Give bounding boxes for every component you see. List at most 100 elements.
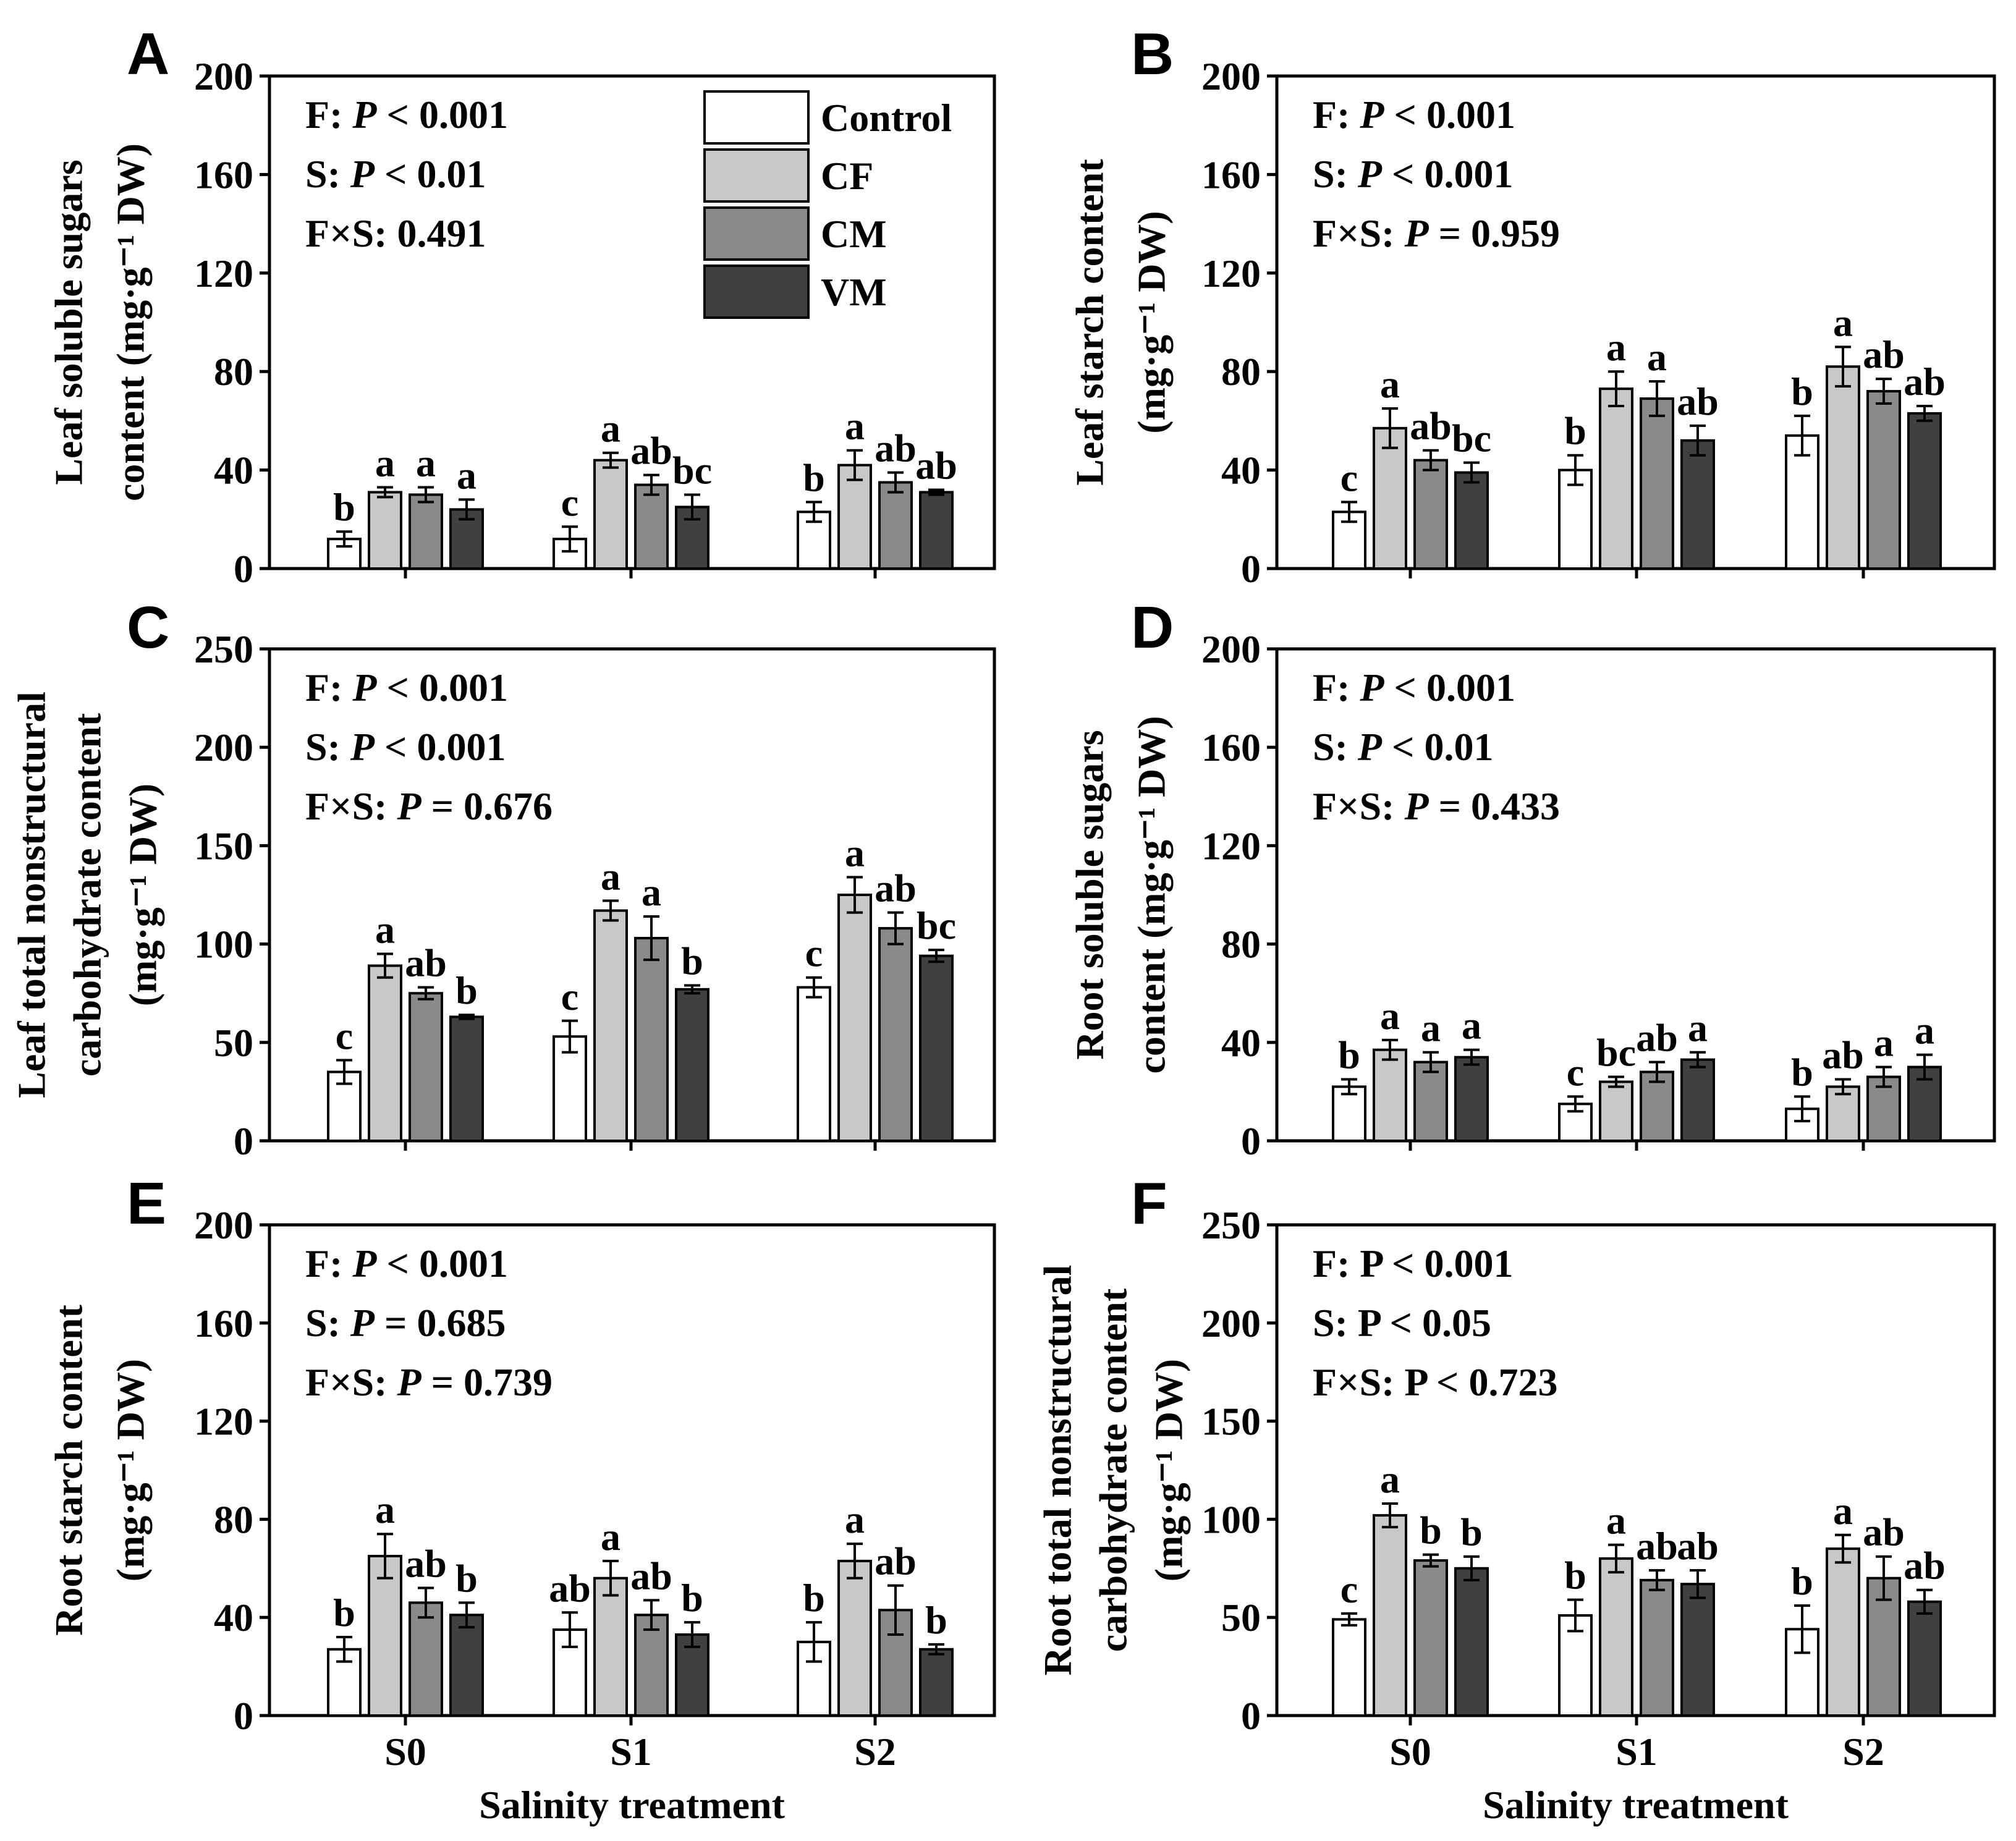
significance-letter: a bbox=[1421, 1006, 1441, 1050]
stat-line: S: P < 0.05 bbox=[1313, 1301, 1491, 1345]
bar bbox=[593, 909, 628, 1143]
y-axis-label: (mg·g⁻¹ DW) bbox=[121, 784, 165, 1006]
y-tick-label: 160 bbox=[1201, 726, 1261, 769]
stat-line: F: P < 0.001 bbox=[305, 93, 508, 137]
significance-letter: a bbox=[1915, 1009, 1934, 1052]
stat-italic: P bbox=[352, 666, 377, 709]
significance-letter: a bbox=[375, 908, 395, 952]
stat-prefix: F: bbox=[1313, 93, 1360, 137]
stat-prefix: S: bbox=[305, 1301, 350, 1345]
significance-letter: a bbox=[1833, 300, 1853, 344]
y-tick-label: 200 bbox=[194, 1203, 253, 1247]
stat-prefix: F×S: bbox=[305, 1360, 397, 1404]
y-tick-label: 50 bbox=[1221, 1596, 1261, 1640]
significance-letter: bc bbox=[917, 904, 956, 947]
y-axis-label: Root total nonstructural bbox=[1036, 1265, 1080, 1676]
y-tick-label: 0 bbox=[234, 547, 253, 591]
legend-swatch bbox=[703, 90, 810, 145]
stat-italic: P bbox=[396, 1360, 421, 1404]
bar bbox=[1332, 1085, 1366, 1142]
bar bbox=[1599, 1080, 1633, 1142]
stat-line: F×S: P = 0.433 bbox=[1313, 784, 1560, 828]
x-axis-label: Salinity treatment bbox=[479, 1783, 785, 1827]
legend-swatch bbox=[703, 148, 810, 203]
y-tick-label: 250 bbox=[194, 627, 253, 671]
y-tick-label: 0 bbox=[1241, 1694, 1261, 1738]
significance-letter: a bbox=[601, 1515, 620, 1559]
stat-line: S: P < 0.01 bbox=[1313, 725, 1493, 769]
significance-letter: a bbox=[845, 404, 865, 448]
legend-label: CF bbox=[821, 154, 873, 198]
significance-letter: a bbox=[1462, 1004, 1481, 1047]
bar bbox=[837, 894, 872, 1142]
significance-letter: ab bbox=[405, 1542, 447, 1586]
y-axis-label: content (mg·g⁻¹ DW) bbox=[109, 143, 153, 501]
bar bbox=[634, 937, 669, 1142]
stat-italic: P bbox=[350, 725, 375, 769]
bar bbox=[1373, 1048, 1407, 1142]
significance-letter: ab bbox=[875, 426, 917, 470]
y-axis-label: carbohydrate content bbox=[1091, 1288, 1135, 1652]
bar bbox=[553, 1628, 587, 1717]
stat-italic: P bbox=[1359, 93, 1384, 137]
y-tick-label: 200 bbox=[194, 726, 253, 769]
y-tick-label: 150 bbox=[194, 824, 253, 868]
significance-letter: ab bbox=[1636, 1016, 1678, 1060]
significance-letter: b bbox=[1564, 1554, 1586, 1598]
legend-swatch bbox=[703, 206, 810, 261]
bar bbox=[878, 481, 913, 570]
stat-line: S: P = 0.685 bbox=[305, 1301, 506, 1345]
stat-italic: P bbox=[1357, 152, 1383, 196]
bar bbox=[1413, 459, 1448, 570]
significance-letter: b bbox=[1791, 1050, 1813, 1094]
stat-line: F×S: P = 0.959 bbox=[1313, 211, 1560, 255]
panel-letter: B bbox=[1131, 21, 1174, 87]
significance-letter: a bbox=[1874, 1021, 1894, 1065]
significance-letter: ab bbox=[875, 866, 917, 910]
panel-e: E 0 40 80 120 160 200 S0 S1 S2 Salinity treatment R… bbox=[47, 1170, 996, 1827]
stat-suffix: < 0.01 bbox=[375, 152, 486, 196]
y-tick-label: 40 bbox=[214, 1596, 253, 1640]
panel-letter: A bbox=[127, 21, 169, 87]
y-tick-label: 0 bbox=[234, 1694, 253, 1738]
bar bbox=[1907, 1600, 1942, 1717]
bar bbox=[593, 1576, 628, 1717]
panel-letter: C bbox=[127, 595, 169, 661]
y-axis-label: carbohydrate content bbox=[66, 713, 109, 1077]
significance-letter: a bbox=[1688, 1006, 1708, 1050]
stat-prefix: S: P < 0.05 bbox=[1313, 1301, 1491, 1345]
panel-f: F 0 50 100 150 200 250 S0 S1 S2 Salinity treatment… bbox=[1036, 1170, 1996, 1827]
bar bbox=[1599, 387, 1633, 570]
y-axis-label: Leaf total nonstructural bbox=[10, 692, 54, 1098]
significance-letter: b bbox=[333, 485, 355, 529]
bar bbox=[1373, 426, 1407, 570]
bar bbox=[1826, 1547, 1860, 1717]
bar bbox=[1454, 1567, 1489, 1717]
legend-label: Control bbox=[821, 96, 952, 140]
bar bbox=[368, 1554, 402, 1717]
significance-letter: ab bbox=[630, 429, 672, 473]
stat-line: F: P < 0.001 bbox=[1313, 666, 1515, 709]
stat-italic: P bbox=[352, 93, 377, 137]
stat-italic: P bbox=[1404, 211, 1429, 255]
stat-prefix: F×S: bbox=[1313, 784, 1404, 828]
stat-suffix: < 0.001 bbox=[377, 93, 508, 137]
stat-suffix: < 0.001 bbox=[377, 666, 508, 709]
stat-italic: P bbox=[1357, 725, 1383, 769]
y-tick-label: 50 bbox=[214, 1021, 253, 1065]
significance-letter: ab bbox=[405, 941, 447, 985]
bar bbox=[1373, 1514, 1407, 1717]
stat-italic: P bbox=[350, 152, 375, 196]
y-axis-label: (mg·g⁻¹ DW) bbox=[109, 1359, 153, 1581]
significance-letter: b bbox=[1420, 1509, 1442, 1552]
significance-letter: a bbox=[1647, 335, 1667, 379]
bar bbox=[1866, 1576, 1901, 1717]
significance-letter: b bbox=[1564, 409, 1586, 453]
bar bbox=[919, 491, 954, 570]
stat-italic: P bbox=[1404, 784, 1429, 828]
stat-suffix: = 0.685 bbox=[375, 1301, 506, 1345]
bar bbox=[449, 1614, 484, 1717]
panel-d: D 0 40 80 120 160 200 Root soluble sugars conten… bbox=[1068, 595, 1996, 1163]
significance-letter: ab bbox=[1677, 1524, 1719, 1568]
significance-letter: c bbox=[1340, 1567, 1358, 1611]
